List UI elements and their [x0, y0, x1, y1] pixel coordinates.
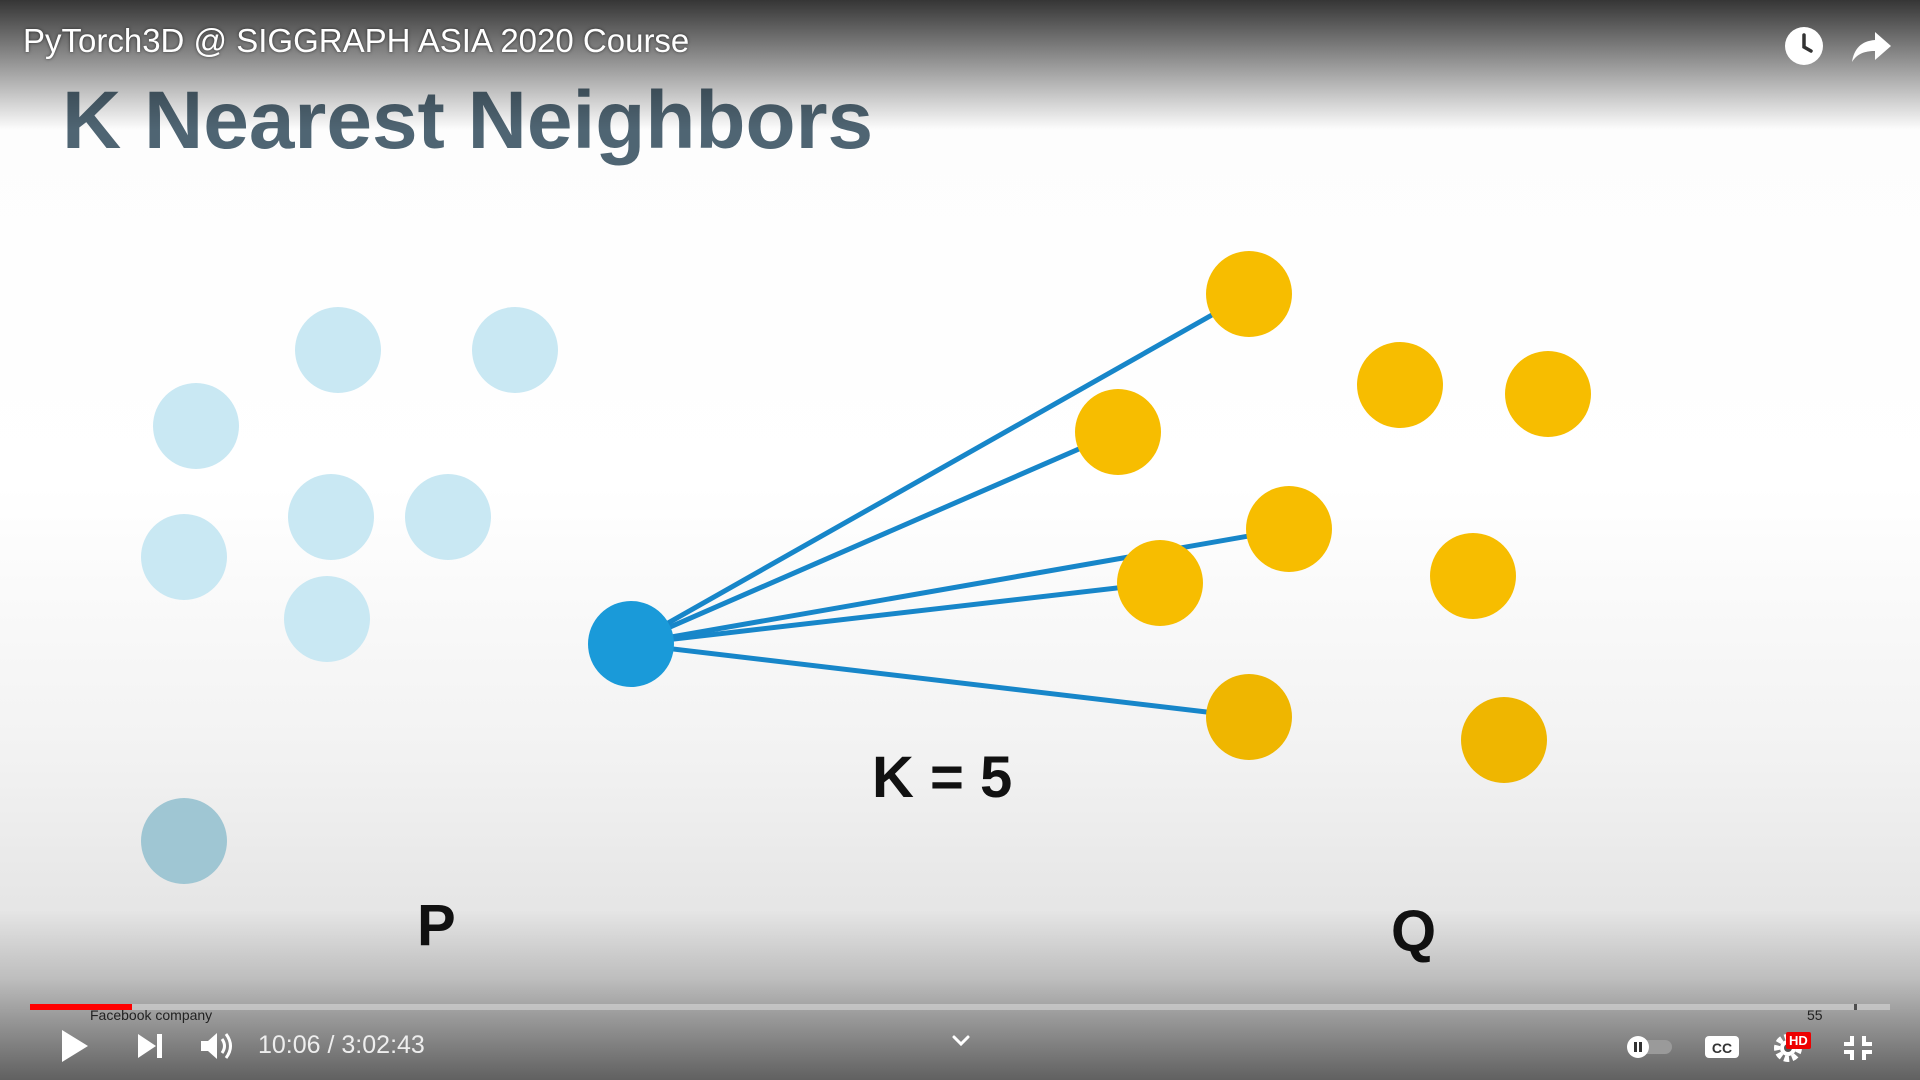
q-point	[1206, 251, 1292, 337]
q-point	[1117, 540, 1203, 626]
p-point	[288, 474, 374, 560]
q-point	[1246, 486, 1332, 572]
progress-bar[interactable]	[30, 1004, 1890, 1010]
q-point	[1357, 342, 1443, 428]
svg-text:CC: CC	[1712, 1040, 1732, 1056]
k-label: K = 5	[872, 745, 1012, 810]
current-time: 10:06	[258, 1031, 321, 1059]
q-point	[1206, 674, 1292, 760]
q-point	[1075, 389, 1161, 475]
exit-fullscreen-button[interactable]	[1838, 1030, 1878, 1066]
share-icon	[1852, 32, 1891, 62]
expand-button[interactable]	[944, 1028, 978, 1054]
time-separator: /	[320, 1031, 342, 1059]
bottom-gradient	[0, 910, 1920, 1080]
autoplay-toggle-icon	[1627, 1036, 1672, 1058]
chevron-down-icon	[952, 1035, 970, 1047]
p-point	[153, 383, 239, 469]
captions-button[interactable]: CC	[1702, 1032, 1742, 1062]
clock-icon	[1785, 27, 1823, 65]
neighbor-edge	[630, 641, 1250, 720]
duration: 3:02:43	[341, 1031, 425, 1059]
volume-icon	[201, 1033, 232, 1059]
progress-played	[30, 1004, 133, 1010]
q-point	[1430, 533, 1516, 619]
p-point	[141, 514, 227, 600]
neighbor-edge	[629, 291, 1251, 647]
slide-footer-text: Facebook company	[90, 1007, 213, 1023]
volume-button[interactable]	[195, 1026, 237, 1066]
query-point	[588, 601, 674, 687]
p-point	[472, 307, 558, 393]
top-gradient	[0, 0, 1920, 130]
neighbor-edge	[630, 580, 1161, 647]
play-icon	[62, 1030, 88, 1062]
p-point	[405, 474, 491, 560]
next-button[interactable]	[130, 1026, 170, 1066]
chapter-marker	[1854, 1004, 1857, 1010]
video-title[interactable]: PyTorch3D @ SIGGRAPH ASIA 2020 Course	[23, 22, 690, 59]
cc-icon: CC	[1705, 1036, 1739, 1058]
q-point	[1461, 697, 1547, 783]
p-point	[284, 576, 370, 662]
slide-number: 55	[1807, 1007, 1823, 1023]
hd-badge: HD	[1786, 1032, 1811, 1049]
neighbor-edge	[630, 429, 1119, 647]
watch-later-button[interactable]	[1778, 20, 1830, 72]
autoplay-toggle[interactable]	[1622, 1034, 1678, 1060]
play-button[interactable]	[52, 1026, 96, 1066]
next-icon	[138, 1034, 162, 1058]
q-point	[1505, 351, 1591, 437]
p-point	[295, 307, 381, 393]
p-point	[141, 798, 227, 884]
time-display: 10:06 / 3:02:43	[258, 1031, 425, 1060]
share-button[interactable]	[1846, 20, 1898, 72]
exit-fullscreen-icon	[1844, 1036, 1872, 1060]
